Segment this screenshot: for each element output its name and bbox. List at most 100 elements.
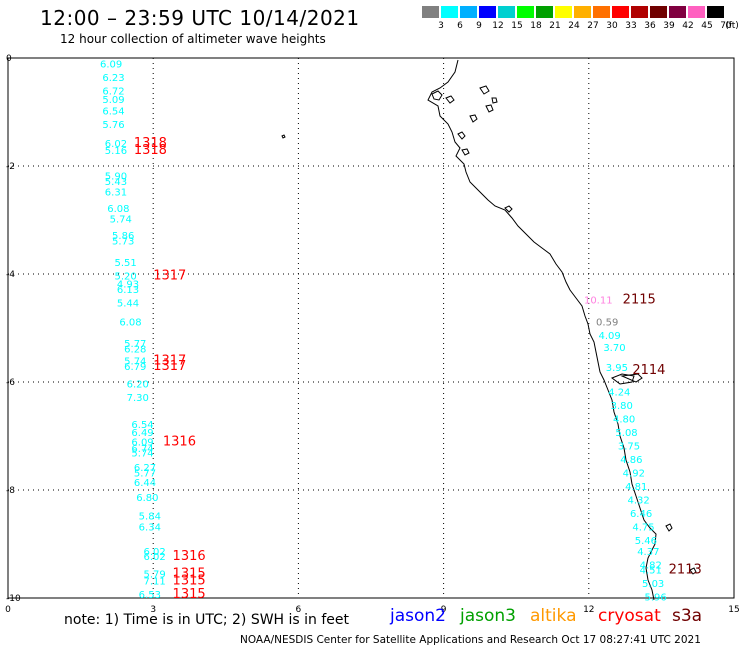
- satellite-legend-item: altika: [530, 606, 577, 626]
- color-scale-tick: 3: [438, 21, 444, 31]
- color-scale-tick: 12: [492, 21, 504, 31]
- wave-height-label: 0.59: [596, 317, 618, 328]
- wave-height-label: 3.95: [606, 363, 628, 374]
- color-scale-unit: (ft): [725, 21, 739, 31]
- map-grid: 0 3 6 9 12 15 0 -2 -4 -6 -8 -10: [5, 54, 740, 615]
- wave-height-label: 6.02: [105, 139, 127, 150]
- y-tick-label: -10: [6, 594, 21, 604]
- satellite-legend-item: jason3: [460, 606, 516, 626]
- pass-time-label: 2114: [632, 363, 665, 378]
- wave-height-label: 4.93: [117, 280, 139, 291]
- wave-height-label: 3.80: [611, 401, 633, 412]
- pass-time-label: 1316: [163, 435, 196, 450]
- wave-height-label: 5.73: [112, 236, 134, 247]
- wave-height-label: 4.51: [640, 566, 662, 577]
- satellite-legend-item: cryosat: [598, 606, 661, 626]
- coastline: [427, 59, 657, 601]
- y-tick-label: -4: [6, 270, 15, 280]
- color-swatch: [574, 6, 591, 18]
- color-swatch: [650, 6, 667, 18]
- x-tick-label: 0: [5, 605, 11, 615]
- wave-height-label: 5.08: [615, 428, 637, 439]
- x-tick-label: 6: [296, 605, 302, 615]
- wave-height-label: 5.74: [131, 449, 153, 460]
- color-swatch: [555, 6, 572, 18]
- pass-time-label: 1316: [173, 549, 206, 564]
- color-swatch: [536, 6, 553, 18]
- wave-height-label: 4.32: [628, 496, 650, 507]
- wave-height-label: 4.24: [608, 388, 630, 399]
- pass-time-label: 1315: [173, 574, 206, 589]
- y-tick-label: 0: [6, 54, 12, 64]
- wave-height-label: 5.51: [114, 258, 136, 269]
- wave-height-label: 6.46: [630, 509, 652, 520]
- wave-height-label: 6.02: [144, 547, 166, 558]
- color-scale-tick: 45: [701, 21, 713, 31]
- wave-height-label: 5.90: [105, 172, 127, 183]
- color-scale-tick: 30: [606, 21, 618, 31]
- wave-height-label: 4.09: [598, 331, 620, 342]
- wave-height-label: 5.46: [635, 536, 657, 547]
- color-scale-tick: 39: [663, 21, 675, 31]
- color-scale-tick: 70: [720, 21, 732, 31]
- color-swatch: [498, 6, 515, 18]
- pass-time-label: 1315: [173, 566, 206, 581]
- wave-height-label: 6.13: [117, 285, 139, 296]
- wave-height-label: 6.34: [139, 523, 161, 534]
- x-tick-label: 3: [150, 605, 156, 615]
- wave-height-label: 5.96: [644, 593, 666, 604]
- color-scale-tick: 21: [549, 21, 561, 31]
- wave-height-label: 6.54: [131, 420, 153, 431]
- satellite-legend-item: s3a: [672, 606, 703, 626]
- pass-time-label: 1318: [134, 143, 167, 158]
- wave-height-label: 6.79: [124, 362, 146, 373]
- wave-height-label: 6.08: [119, 317, 141, 328]
- wave-height-label: 6.44: [134, 478, 156, 489]
- color-scale-tick: 33: [625, 21, 637, 31]
- page-subtitle: 12 hour collection of altimeter wave hei…: [60, 32, 326, 46]
- color-scale-tick: 42: [682, 21, 694, 31]
- wave-height-label: 6.54: [102, 107, 124, 118]
- color-scale-tick: 6: [457, 21, 463, 31]
- pass-time-label: 2115: [623, 293, 656, 308]
- wave-height-label: 5.09: [102, 95, 124, 106]
- color-scale-tick: 36: [644, 21, 656, 31]
- wave-height-label: 4.37: [637, 547, 659, 558]
- color-swatch: [593, 6, 610, 18]
- pass-time-label: 1317: [153, 359, 186, 374]
- footer-credit: NOAA/NESDIS Center for Satellite Applica…: [240, 634, 701, 646]
- color-swatch: [707, 6, 724, 18]
- wave-height-label: 6.02: [144, 552, 166, 563]
- wave-height-label: 5.76: [102, 120, 124, 131]
- wave-height-label: 6.31: [105, 188, 127, 199]
- page-title: 12:00 – 23:59 UTC 10/14/2021: [40, 6, 360, 30]
- color-swatch: [669, 6, 686, 18]
- observation-labels: 6.096.236.725.096.545.766.025.165.905.43…: [100, 60, 702, 604]
- color-swatch: [612, 6, 629, 18]
- wave-height-label: 6.80: [136, 493, 158, 504]
- wave-height-label: 6.20: [127, 379, 149, 390]
- y-tick-label: -6: [6, 378, 15, 388]
- wave-height-label: 5.77: [124, 339, 146, 350]
- wave-height-label: 6.09: [100, 60, 122, 71]
- color-scale-tick: 18: [530, 21, 542, 31]
- wave-height-label: 6.27: [134, 463, 156, 474]
- wave-height-label: 4.82: [640, 560, 662, 571]
- wave-height-label: 4.75: [632, 523, 654, 534]
- wave-height-label: 3.70: [603, 343, 625, 354]
- wave-height-label: 6.72: [102, 87, 124, 98]
- wave-height-label: 6.74: [131, 444, 153, 455]
- wave-height-label: 3.75: [618, 442, 640, 453]
- wave-height-label: 4.92: [623, 469, 645, 480]
- wave-height-label: 7.11: [144, 577, 166, 588]
- x-tick-label: 15: [728, 605, 739, 615]
- wave-height-label: 6.28: [124, 344, 146, 355]
- color-swatch: [441, 6, 458, 18]
- color-scale-tick: 15: [511, 21, 523, 31]
- wave-height-label: 6.49: [131, 428, 153, 439]
- wave-height-label: 5.20: [114, 271, 136, 282]
- pass-time-label: 1318: [134, 136, 167, 151]
- color-swatch: [460, 6, 477, 18]
- color-swatch: [479, 6, 496, 18]
